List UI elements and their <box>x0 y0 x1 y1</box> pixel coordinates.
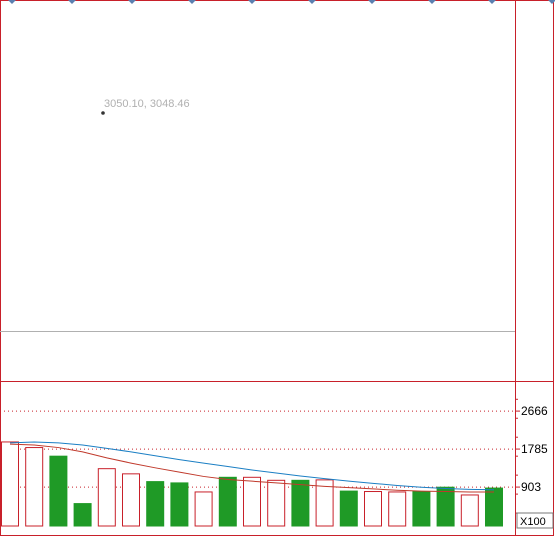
volume-bar <box>49 455 68 527</box>
volume-bar <box>97 468 116 527</box>
volume-bar <box>243 476 261 527</box>
volume-bar <box>460 494 479 527</box>
volume-bar <box>339 490 358 527</box>
volume-unit-box <box>516 512 554 529</box>
volume-bar <box>73 503 92 527</box>
volume-bars <box>1 441 503 527</box>
top-marker <box>8 0 16 4</box>
top-markers <box>8 0 555 4</box>
volume-bar <box>315 479 334 527</box>
top-marker <box>428 0 436 4</box>
mid-marker-dot <box>101 111 105 115</box>
volume-bar <box>267 479 286 527</box>
volume-tick-label: 903 <box>521 480 541 494</box>
mid-marker-label: 3050.10, 3048.46 <box>104 98 190 110</box>
volume-bar <box>122 473 140 527</box>
top-marker <box>188 0 196 4</box>
volume-tick-label: 2666 <box>521 404 548 418</box>
top-marker <box>248 0 256 4</box>
volume-unit-label: X100 <box>520 516 546 528</box>
top-marker <box>368 0 376 4</box>
volume-bar <box>1 441 19 527</box>
volume-bar <box>364 491 382 527</box>
top-marker <box>488 0 496 4</box>
volume-ma-line <box>9 443 494 493</box>
top-marker <box>128 0 136 4</box>
top-marker <box>308 0 316 4</box>
volume-bar <box>388 491 407 527</box>
volume-bar <box>291 479 310 527</box>
volume-bar <box>146 481 165 527</box>
volume-bar <box>218 476 237 527</box>
volume-bar <box>25 447 44 527</box>
volume-bar <box>436 486 455 527</box>
volume-ma-line <box>9 441 495 491</box>
volume-bar <box>194 491 213 527</box>
volume-bar <box>485 487 503 527</box>
top-marker <box>548 0 555 4</box>
volume-bar <box>170 482 189 527</box>
volume-bar <box>412 491 431 527</box>
top-marker <box>68 0 76 4</box>
volume-tick-label: 1785 <box>521 442 548 456</box>
